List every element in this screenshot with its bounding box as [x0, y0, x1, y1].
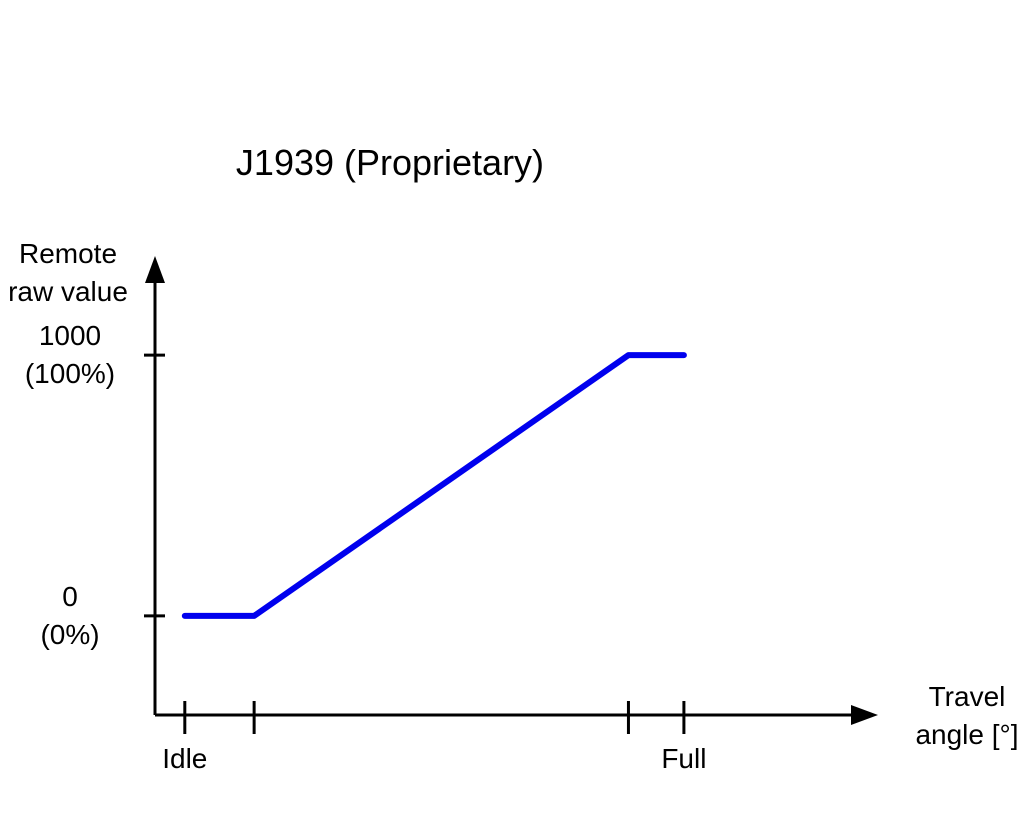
- y-tick-label-zero-line-1: 0: [62, 581, 78, 612]
- y-axis-label-line-2: raw value: [8, 276, 128, 307]
- y-axis-arrow-icon: [145, 256, 165, 283]
- x-axis-label: Travel angle [°]: [915, 681, 1018, 750]
- y-tick-label-max-line-1: 1000: [39, 320, 101, 351]
- x-tick-label-idle: Idle: [162, 743, 207, 774]
- series: [181, 352, 687, 619]
- y-tick-label-max-line-2: (100%): [25, 358, 115, 389]
- x-axis-label-line-2: angle [°]: [915, 719, 1018, 750]
- y-axis-label: Remote raw value: [8, 238, 128, 307]
- x-ticks: Idle Full: [162, 701, 706, 774]
- y-ticks: 0 (0%) 1000 (100%): [25, 320, 165, 650]
- y-axis-label-line-1: Remote: [19, 238, 117, 269]
- x-axis-label-line-1: Travel: [929, 681, 1006, 712]
- chart-title: J1939 (Proprietary): [236, 142, 544, 183]
- x-tick-label-full: Full: [661, 743, 706, 774]
- y-tick-label-zero-line-2: (0%): [40, 619, 99, 650]
- series-line-1: [181, 352, 687, 619]
- x-axis-arrow-icon: [851, 705, 878, 725]
